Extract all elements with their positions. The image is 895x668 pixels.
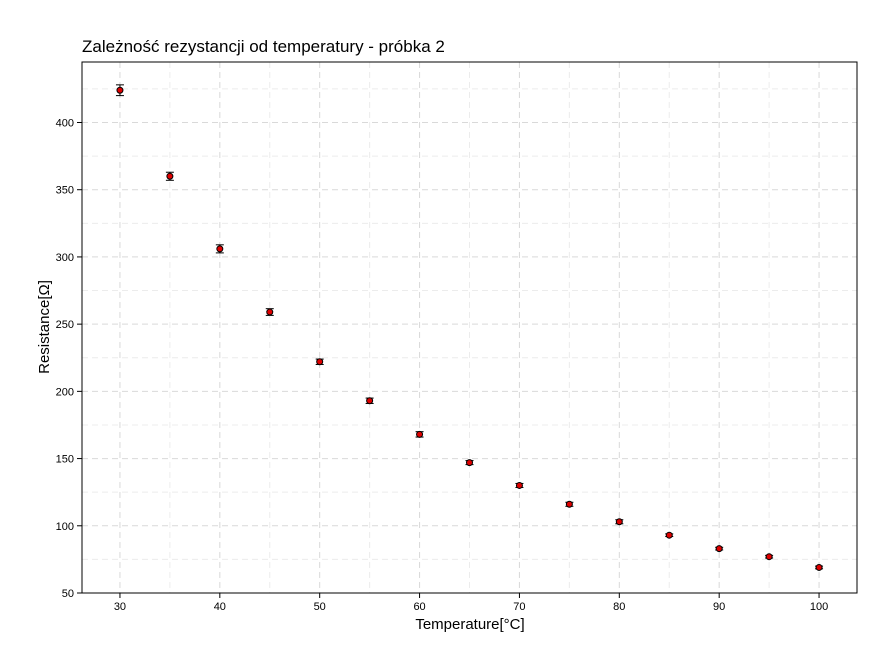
plot-frame	[81, 61, 858, 594]
data-point	[715, 545, 723, 553]
data-point	[316, 358, 324, 366]
x-tick-label: 30	[114, 601, 126, 613]
data-point	[615, 518, 623, 526]
data-point	[815, 563, 823, 571]
x-tick-label: 50	[314, 601, 326, 613]
y-tick-label: 300	[56, 252, 74, 264]
data-point	[565, 500, 573, 508]
chart-title: Zależność rezystancji od temperatury - p…	[82, 37, 445, 56]
x-tick-label: 80	[613, 601, 625, 613]
y-tick-label: 50	[62, 588, 74, 600]
y-tick-label: 400	[56, 117, 74, 129]
x-tick-label: 60	[413, 601, 425, 613]
x-axis: 30 40 50 60 70 80 90 100	[114, 593, 828, 613]
data-point	[116, 86, 124, 94]
data-point	[366, 397, 374, 405]
y-axis: 50 100 150 200 250 300 350 400	[56, 117, 82, 600]
data-point	[266, 308, 274, 316]
data-point	[765, 553, 773, 561]
data-point	[665, 531, 673, 539]
x-tick-label: 70	[513, 601, 525, 613]
y-tick-label: 350	[56, 185, 74, 197]
x-tick-label: 90	[713, 601, 725, 613]
data-point	[466, 459, 473, 467]
y-tick-label: 250	[56, 319, 74, 331]
y-axis-title: Resistance[Ω]	[36, 280, 53, 374]
x-tick-label: 40	[214, 601, 226, 613]
data-point	[416, 430, 424, 438]
data-point	[166, 172, 174, 180]
y-tick-label: 150	[56, 454, 74, 466]
data-point	[515, 481, 523, 489]
grid	[82, 62, 857, 594]
y-tick-label: 100	[56, 521, 74, 533]
x-tick-label: 100	[810, 601, 828, 613]
x-axis-title: Temperature[°C]	[415, 616, 524, 633]
y-tick-label: 200	[56, 386, 74, 398]
data-points	[116, 86, 823, 571]
data-point	[216, 245, 224, 253]
